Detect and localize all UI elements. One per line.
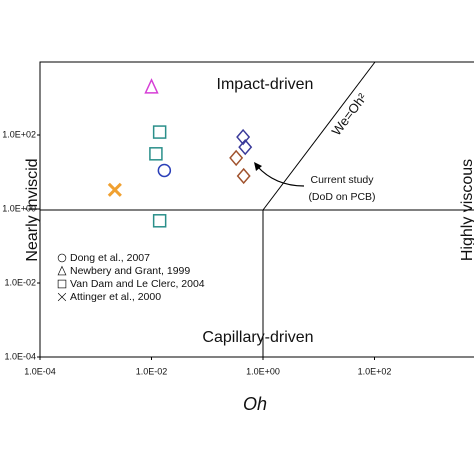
boundary-label: We=Oh² bbox=[329, 90, 371, 138]
annotation-arrow bbox=[256, 165, 305, 187]
data-point bbox=[152, 125, 167, 139]
region-label: Nearly inviscid bbox=[24, 158, 41, 261]
y-tick-label: 1.0E-04 bbox=[4, 351, 36, 361]
legend-label: Attinger et al., 2000 bbox=[70, 291, 161, 303]
data-point bbox=[152, 214, 167, 228]
data-point bbox=[229, 149, 244, 167]
data-point bbox=[107, 182, 122, 197]
x-tick-label: 1.0E+00 bbox=[246, 366, 280, 376]
x-tick-label: 1.0E-04 bbox=[24, 366, 56, 376]
region-label: Highly viscous bbox=[459, 159, 474, 261]
x-tick-label: 1.0E+02 bbox=[358, 366, 392, 376]
annotation: (DoD on PCB) bbox=[308, 191, 375, 203]
region-label: Impact-driven bbox=[217, 76, 314, 93]
legend-marker bbox=[57, 265, 67, 276]
y-tick-label: 1.0E-02 bbox=[4, 277, 36, 287]
annotation: Current study bbox=[310, 174, 374, 186]
y-tick-label: 1.0E+02 bbox=[2, 129, 36, 139]
x-axis-label: Oh bbox=[243, 394, 267, 414]
data-point bbox=[144, 78, 159, 94]
legend-marker bbox=[57, 279, 67, 289]
data-point bbox=[238, 138, 253, 156]
data-point bbox=[157, 163, 172, 178]
x-tick-label: 1.0E-02 bbox=[136, 366, 168, 376]
legend-marker bbox=[57, 292, 67, 302]
we-oh-line bbox=[262, 61, 376, 211]
legend-label: Van Dam and Le Clerc, 2004 bbox=[70, 278, 205, 290]
legend-label: Newbery and Grant, 1999 bbox=[70, 265, 190, 277]
arrow-head bbox=[254, 162, 262, 171]
data-point bbox=[236, 128, 251, 146]
region-label: Capillary-driven bbox=[202, 329, 313, 346]
legend-label: Dong et al., 2007 bbox=[70, 252, 150, 264]
legend-marker bbox=[57, 253, 67, 263]
data-point bbox=[149, 147, 163, 161]
y-tick-label: 1.0E+00 bbox=[2, 203, 36, 213]
data-point bbox=[236, 167, 251, 185]
